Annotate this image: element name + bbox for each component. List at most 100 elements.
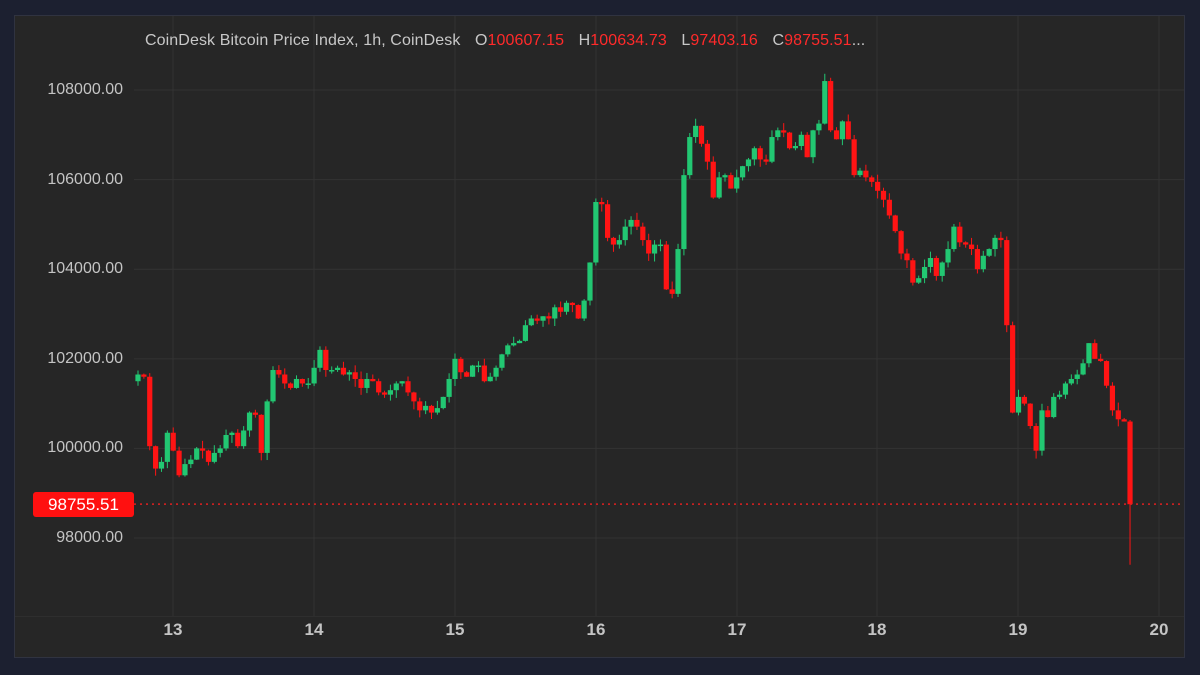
- candle-up: [1039, 410, 1045, 451]
- y-tick-label: 106000.00: [47, 171, 123, 188]
- candle-up: [857, 170, 863, 176]
- candle-up: [775, 130, 781, 138]
- candle-down: [845, 121, 851, 140]
- candle-up: [745, 159, 752, 167]
- candle-down: [640, 226, 646, 241]
- candle-down: [546, 316, 552, 319]
- candle-up: [921, 266, 928, 279]
- candle-up: [516, 340, 523, 344]
- candle-down: [669, 289, 675, 294]
- candle-up: [164, 432, 170, 462]
- candle-up: [751, 148, 757, 160]
- candle-up: [528, 318, 534, 326]
- candle-up: [305, 383, 311, 385]
- candle-down: [1098, 358, 1104, 362]
- candle-down: [892, 215, 898, 232]
- candle-up: [246, 412, 253, 431]
- chart-legend: CoinDesk Bitcoin Price Index, 1h, CoinDe…: [145, 32, 865, 50]
- candle-down: [147, 376, 153, 447]
- candle-down: [323, 349, 329, 371]
- candle-down: [869, 177, 875, 182]
- x-tick-label: 14: [304, 620, 324, 639]
- x-tick-label: 20: [1149, 620, 1169, 639]
- legend-ellipsis: ...: [851, 32, 866, 49]
- candle-up: [593, 202, 599, 263]
- candle-down: [352, 372, 358, 379]
- candle-up: [798, 134, 804, 147]
- candle-up: [810, 130, 816, 158]
- candle-up: [1080, 363, 1086, 375]
- candle-down: [974, 249, 981, 270]
- candle-up: [687, 137, 693, 176]
- candle-up: [945, 249, 951, 263]
- candle-down: [663, 244, 669, 290]
- candle-up: [1074, 374, 1080, 379]
- x-tick-label: 17: [727, 620, 747, 639]
- candle-up: [194, 448, 200, 460]
- grid-lines: [134, 16, 1184, 616]
- candle-up: [792, 146, 799, 149]
- candle-down: [863, 170, 869, 178]
- y-tick-label: 102000.00: [47, 350, 123, 367]
- candle-up: [1056, 394, 1063, 397]
- candle-down: [1127, 421, 1133, 505]
- candle-down: [1045, 410, 1051, 418]
- candle-down: [176, 450, 182, 476]
- candle-down: [170, 432, 176, 451]
- candle-up: [317, 349, 323, 368]
- candle-up: [293, 378, 300, 388]
- candle-down: [205, 450, 212, 462]
- candle-up: [622, 226, 628, 241]
- candle-down: [880, 190, 887, 200]
- candle-down: [405, 381, 411, 393]
- candle-up: [980, 255, 986, 270]
- x-tick-label: 16: [586, 620, 606, 639]
- candle-up: [499, 354, 505, 368]
- candle-up: [469, 365, 476, 377]
- candle-down: [851, 139, 857, 176]
- candle-up: [1015, 396, 1022, 413]
- candle-down: [575, 305, 581, 319]
- candle-down: [728, 175, 734, 189]
- candle-up: [927, 258, 934, 267]
- candle-down: [786, 132, 793, 149]
- candle-up: [540, 316, 546, 321]
- candle-up: [264, 401, 270, 453]
- candle-down: [276, 370, 282, 375]
- candle-up: [399, 381, 405, 384]
- high-value: 100634.73: [590, 32, 667, 49]
- x-tick-label: 19: [1008, 620, 1028, 639]
- candle-down: [998, 237, 1004, 241]
- candle-down: [340, 367, 347, 375]
- candle-up: [552, 307, 558, 319]
- candle-up: [769, 137, 775, 162]
- y-tick-label: 104000.00: [47, 260, 123, 277]
- candle-up: [1068, 378, 1074, 384]
- candle-up: [839, 121, 845, 140]
- candle-down: [199, 448, 206, 451]
- close-label: C: [772, 32, 785, 49]
- candle-down: [646, 240, 652, 254]
- candle-up: [951, 226, 957, 250]
- candle-up: [188, 459, 194, 465]
- candle-down: [282, 374, 288, 384]
- candle-down: [833, 130, 840, 140]
- candle-up: [217, 448, 223, 453]
- candle-down: [358, 378, 364, 388]
- series-title: CoinDesk Bitcoin Price Index, 1h, CoinDe…: [145, 32, 461, 49]
- x-axis-separator: [15, 616, 1184, 617]
- candle-up: [1051, 396, 1057, 418]
- y-tick-label: 108000.00: [47, 81, 123, 98]
- candle-up: [522, 325, 529, 341]
- y-tick-label: 98000.00: [56, 529, 123, 546]
- candle-down: [464, 372, 470, 377]
- candle-down: [1021, 396, 1027, 404]
- open-value: 100607.15: [487, 32, 565, 49]
- candle-down: [634, 219, 640, 227]
- low-value: 97403.16: [690, 32, 758, 49]
- candle-down: [569, 302, 575, 306]
- close-value: 98755.51: [784, 32, 852, 49]
- open-label: O: [475, 32, 488, 49]
- candle-down: [710, 161, 716, 198]
